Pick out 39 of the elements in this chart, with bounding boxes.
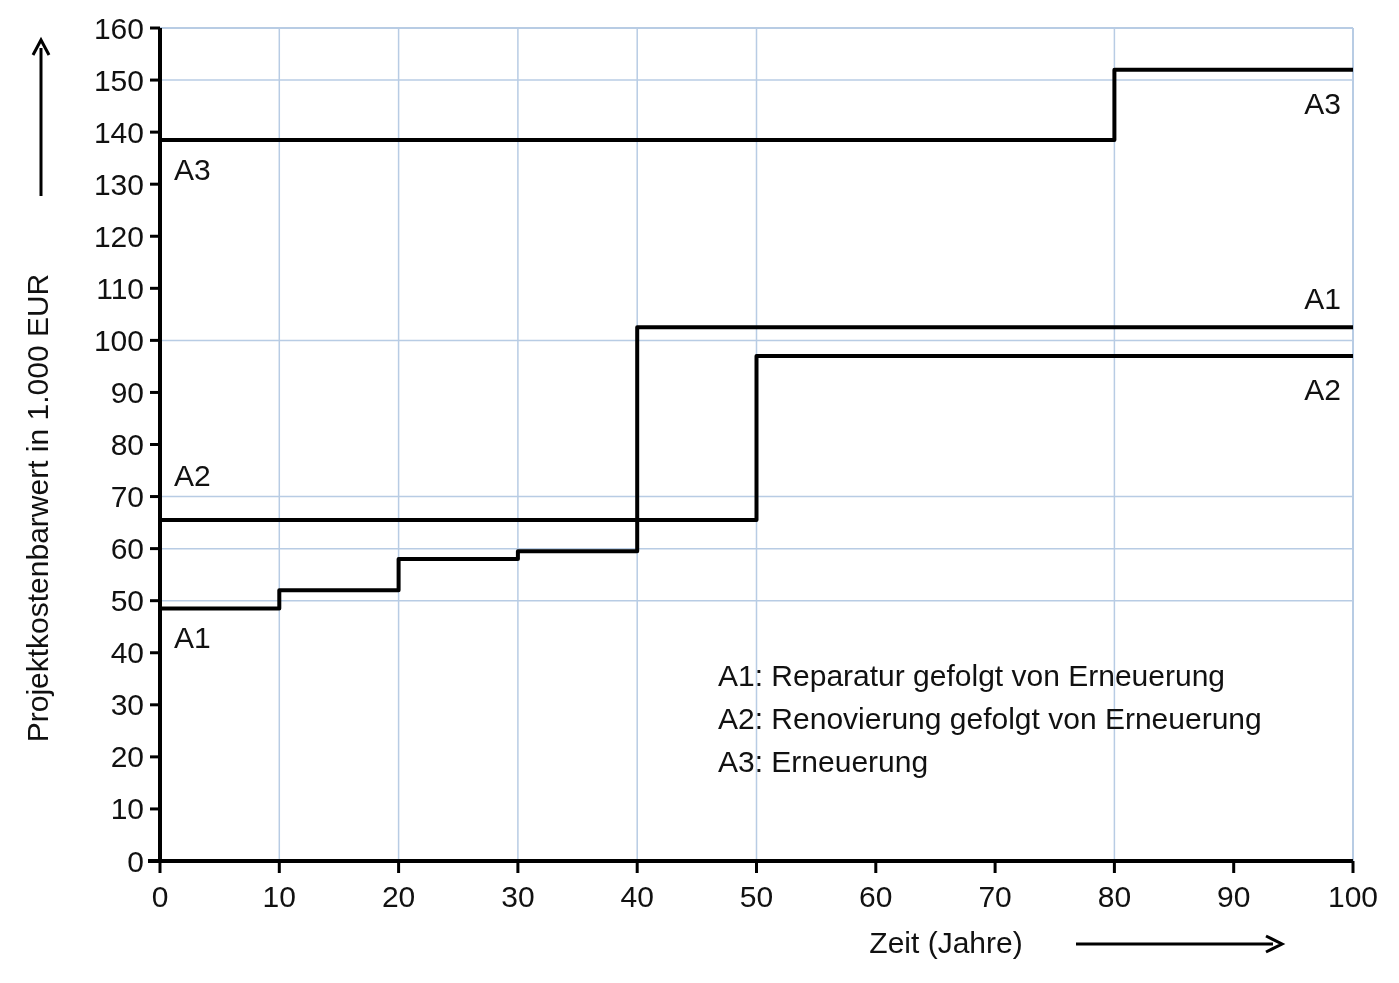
annotation: A2: Renovierung gefolgt von Erneuerung: [718, 702, 1262, 735]
x-axis-title: Zeit (Jahre): [869, 926, 1023, 959]
y-tick-label: 10: [110, 792, 144, 826]
y-tick-label: 100: [93, 323, 144, 357]
y-tick-label: 30: [110, 688, 144, 722]
y-tick-label: 40: [110, 636, 144, 670]
x-tick-label: 0: [151, 880, 169, 913]
y-tick-label: 130: [93, 167, 144, 201]
series-label: A1: [1304, 282, 1341, 316]
y-tick-label: 90: [110, 375, 144, 409]
y-tick-label: 140: [93, 115, 144, 149]
x-tick-label: 70: [978, 880, 1012, 913]
annotation: A1: Reparatur gefolgt von Erneuerung: [718, 659, 1225, 692]
y-tick-label: 160: [93, 11, 144, 45]
x-tick-label: 100: [1327, 880, 1379, 913]
y-tick-label: 80: [110, 428, 144, 461]
y-tick-label: 70: [110, 480, 144, 514]
annotation: A3: Erneuerung: [718, 745, 929, 778]
x-tick-label: 30: [501, 880, 535, 913]
x-tick-label: 10: [262, 880, 296, 913]
y-tick-label: 60: [110, 532, 144, 566]
text: A3: [1304, 86, 1341, 120]
text: A2: [174, 458, 211, 492]
x-tick-label: 90: [1217, 880, 1251, 913]
y-axis-title: Projektkostenbarwert in 1.000 EUR: [21, 273, 54, 743]
series-label: A3: [174, 152, 211, 186]
x-tick-label: 80: [1097, 880, 1132, 913]
y-tick-label: 110: [96, 271, 144, 305]
x-tick-label: 40: [620, 880, 654, 913]
x-tick-label: 60: [859, 880, 893, 913]
series-label: A2: [1304, 372, 1341, 406]
x-tick-label: 20: [381, 880, 416, 913]
y-tick-label: 150: [93, 63, 144, 97]
y-tick-label: 0: [127, 844, 144, 878]
x-tick-label: 50: [739, 880, 774, 913]
y-tick-label: 50: [110, 584, 144, 618]
y-tick-label: 20: [110, 740, 144, 774]
text: A1: [174, 621, 211, 655]
y-tick-label: 120: [93, 219, 144, 253]
